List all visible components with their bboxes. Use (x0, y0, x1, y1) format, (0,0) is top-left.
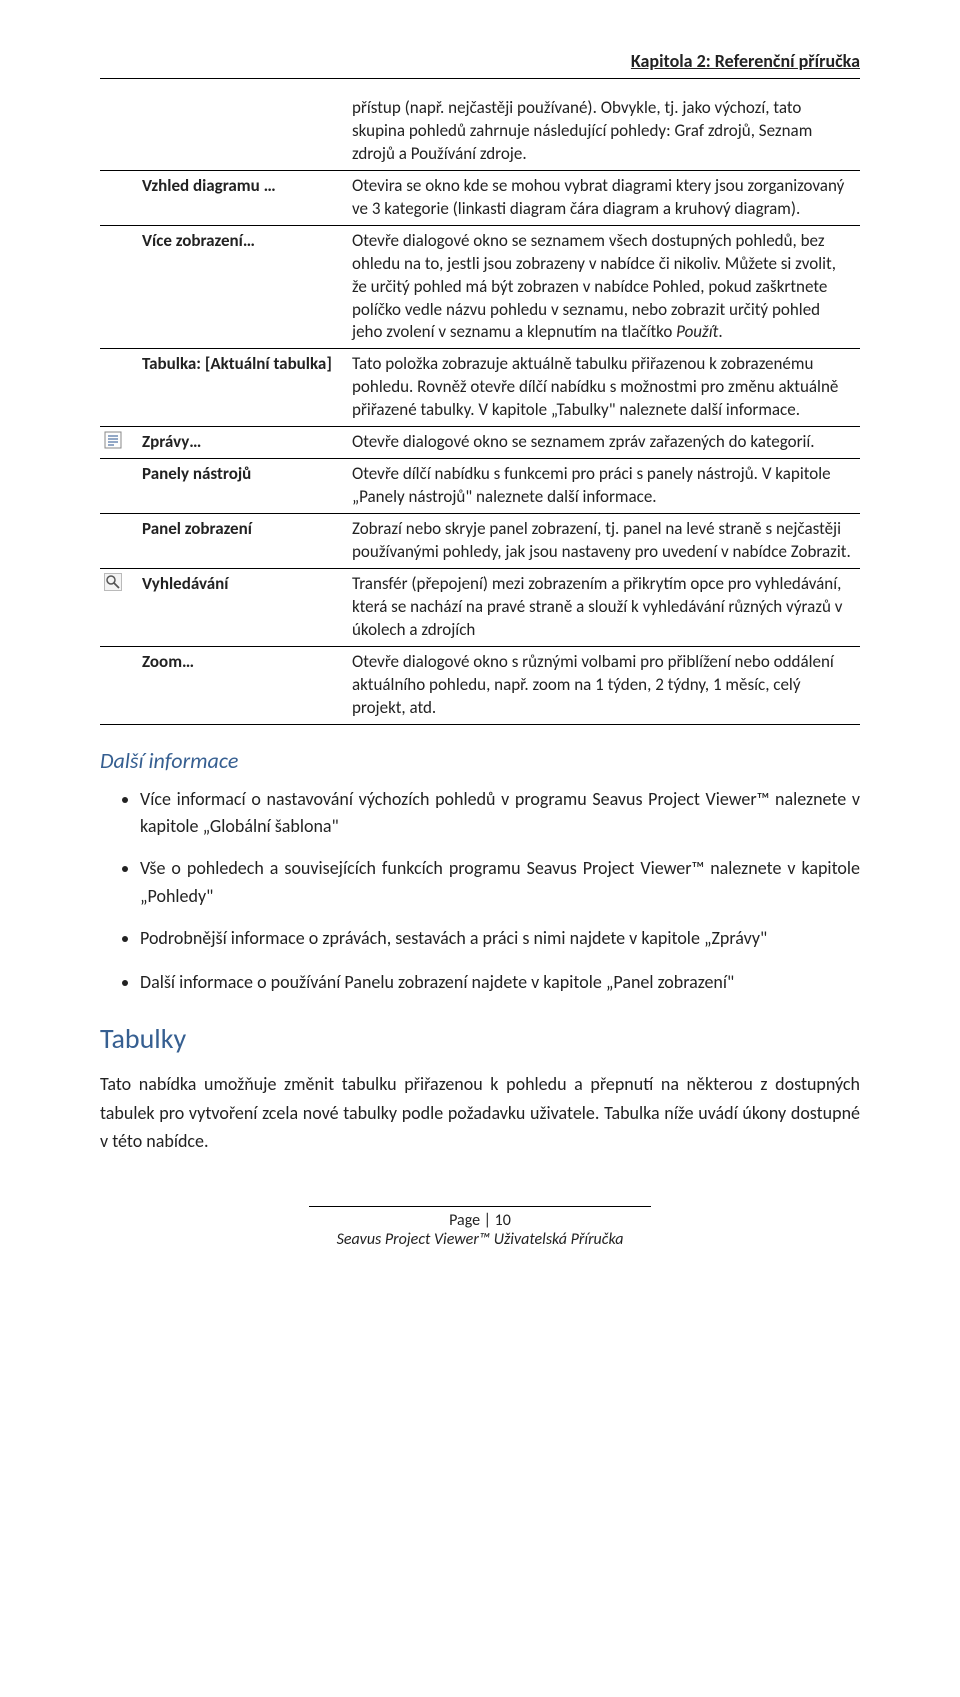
table-row: přístup (např. nejčastěji používané). Ob… (100, 93, 860, 170)
info-bullet: Další informace o používání Panelu zobra… (140, 969, 860, 997)
row-icon-cell (100, 170, 138, 225)
footer-rule (309, 1206, 651, 1207)
info-bullet: Podrobnější informace o zprávách, sestav… (140, 925, 860, 953)
info-bullet: Vše o pohledech a souvisejících funkcích… (140, 855, 860, 911)
row-icon-cell (100, 349, 138, 427)
row-label: Tabulka: [Aktuální tabulka] (138, 349, 348, 427)
table-row: Vzhled diagramu … Otevira se okno kde se… (100, 170, 860, 225)
row-label: Vyhledávání (138, 568, 348, 646)
row-icon-cell (100, 646, 138, 724)
row-label: Zoom… (138, 646, 348, 724)
document-page: Kapitola 2: Referenční příručka přístup … (0, 0, 960, 1289)
table-row: Zprávy… Otevře dialogové okno se sezname… (100, 427, 860, 459)
row-icon-cell (100, 225, 138, 349)
chapter-header: Kapitola 2: Referenční příručka (100, 50, 860, 72)
table-row: Tabulka: [Aktuální tabulka] Tato položka… (100, 349, 860, 427)
search-icon (104, 573, 122, 591)
row-label: Zprávy… (138, 427, 348, 459)
row-desc: Tato položka zobrazuje aktuálně tabulku … (348, 349, 860, 427)
table-row: Panel zobrazení Zobrazí nebo skryje pane… (100, 514, 860, 569)
row-desc: Otevira se okno kde se mohou vybrat diag… (348, 170, 860, 225)
row-label: Vzhled diagramu … (138, 170, 348, 225)
table-row: Zoom… Otevře dialogové okno s různými vo… (100, 646, 860, 724)
row-label (138, 93, 348, 170)
row-desc: přístup (např. nejčastěji používané). Ob… (348, 93, 860, 170)
row-desc: Otevře dialogové okno s různými volbami … (348, 646, 860, 724)
row-desc: Otevře dialogové okno se seznamem všech … (348, 225, 860, 349)
table-row: Více zobrazení… Otevře dialogové okno se… (100, 225, 860, 349)
row-icon-cell (100, 93, 138, 170)
info-list: Další informace o používání Panelu zobra… (100, 969, 860, 997)
reference-table: přístup (např. nejčastěji používané). Ob… (100, 93, 860, 725)
report-icon (104, 431, 122, 449)
row-icon-cell (100, 459, 138, 514)
info-list: Více informací o nastavování výchozích p… (100, 786, 860, 953)
more-info-heading: Další informace (100, 747, 860, 774)
row-label: Panely nástrojů (138, 459, 348, 514)
row-label: Panel zobrazení (138, 514, 348, 569)
row-desc: Transfér (přepojení) mezi zobrazením a p… (348, 568, 860, 646)
footer: Page | 10 Seavus Project Viewer™ Uživate… (100, 1211, 860, 1249)
row-desc: Otevře dialogové okno se seznamem zpráv … (348, 427, 860, 459)
table-row: Vyhledávání Transfér (přepojení) mezi zo… (100, 568, 860, 646)
footer-title: Seavus Project Viewer™ Uživatelská Příru… (100, 1230, 860, 1249)
info-bullet: Více informací o nastavování výchozích p… (140, 786, 860, 842)
row-icon-cell (100, 427, 138, 459)
table-row: Panely nástrojů Otevře dílčí nabídku s f… (100, 459, 860, 514)
tables-paragraph: Tato nabídka umožňuje změnit tabulku při… (100, 1070, 860, 1156)
row-desc: Zobrazí nebo skryje panel zobrazení, tj.… (348, 514, 860, 569)
header-rule (100, 78, 860, 79)
footer-page: Page | 10 (100, 1211, 860, 1230)
row-icon-cell (100, 568, 138, 646)
tables-heading: Tabulky (100, 1021, 860, 1056)
row-label: Více zobrazení… (138, 225, 348, 349)
row-desc: Otevře dílčí nabídku s funkcemi pro prác… (348, 459, 860, 514)
row-icon-cell (100, 514, 138, 569)
